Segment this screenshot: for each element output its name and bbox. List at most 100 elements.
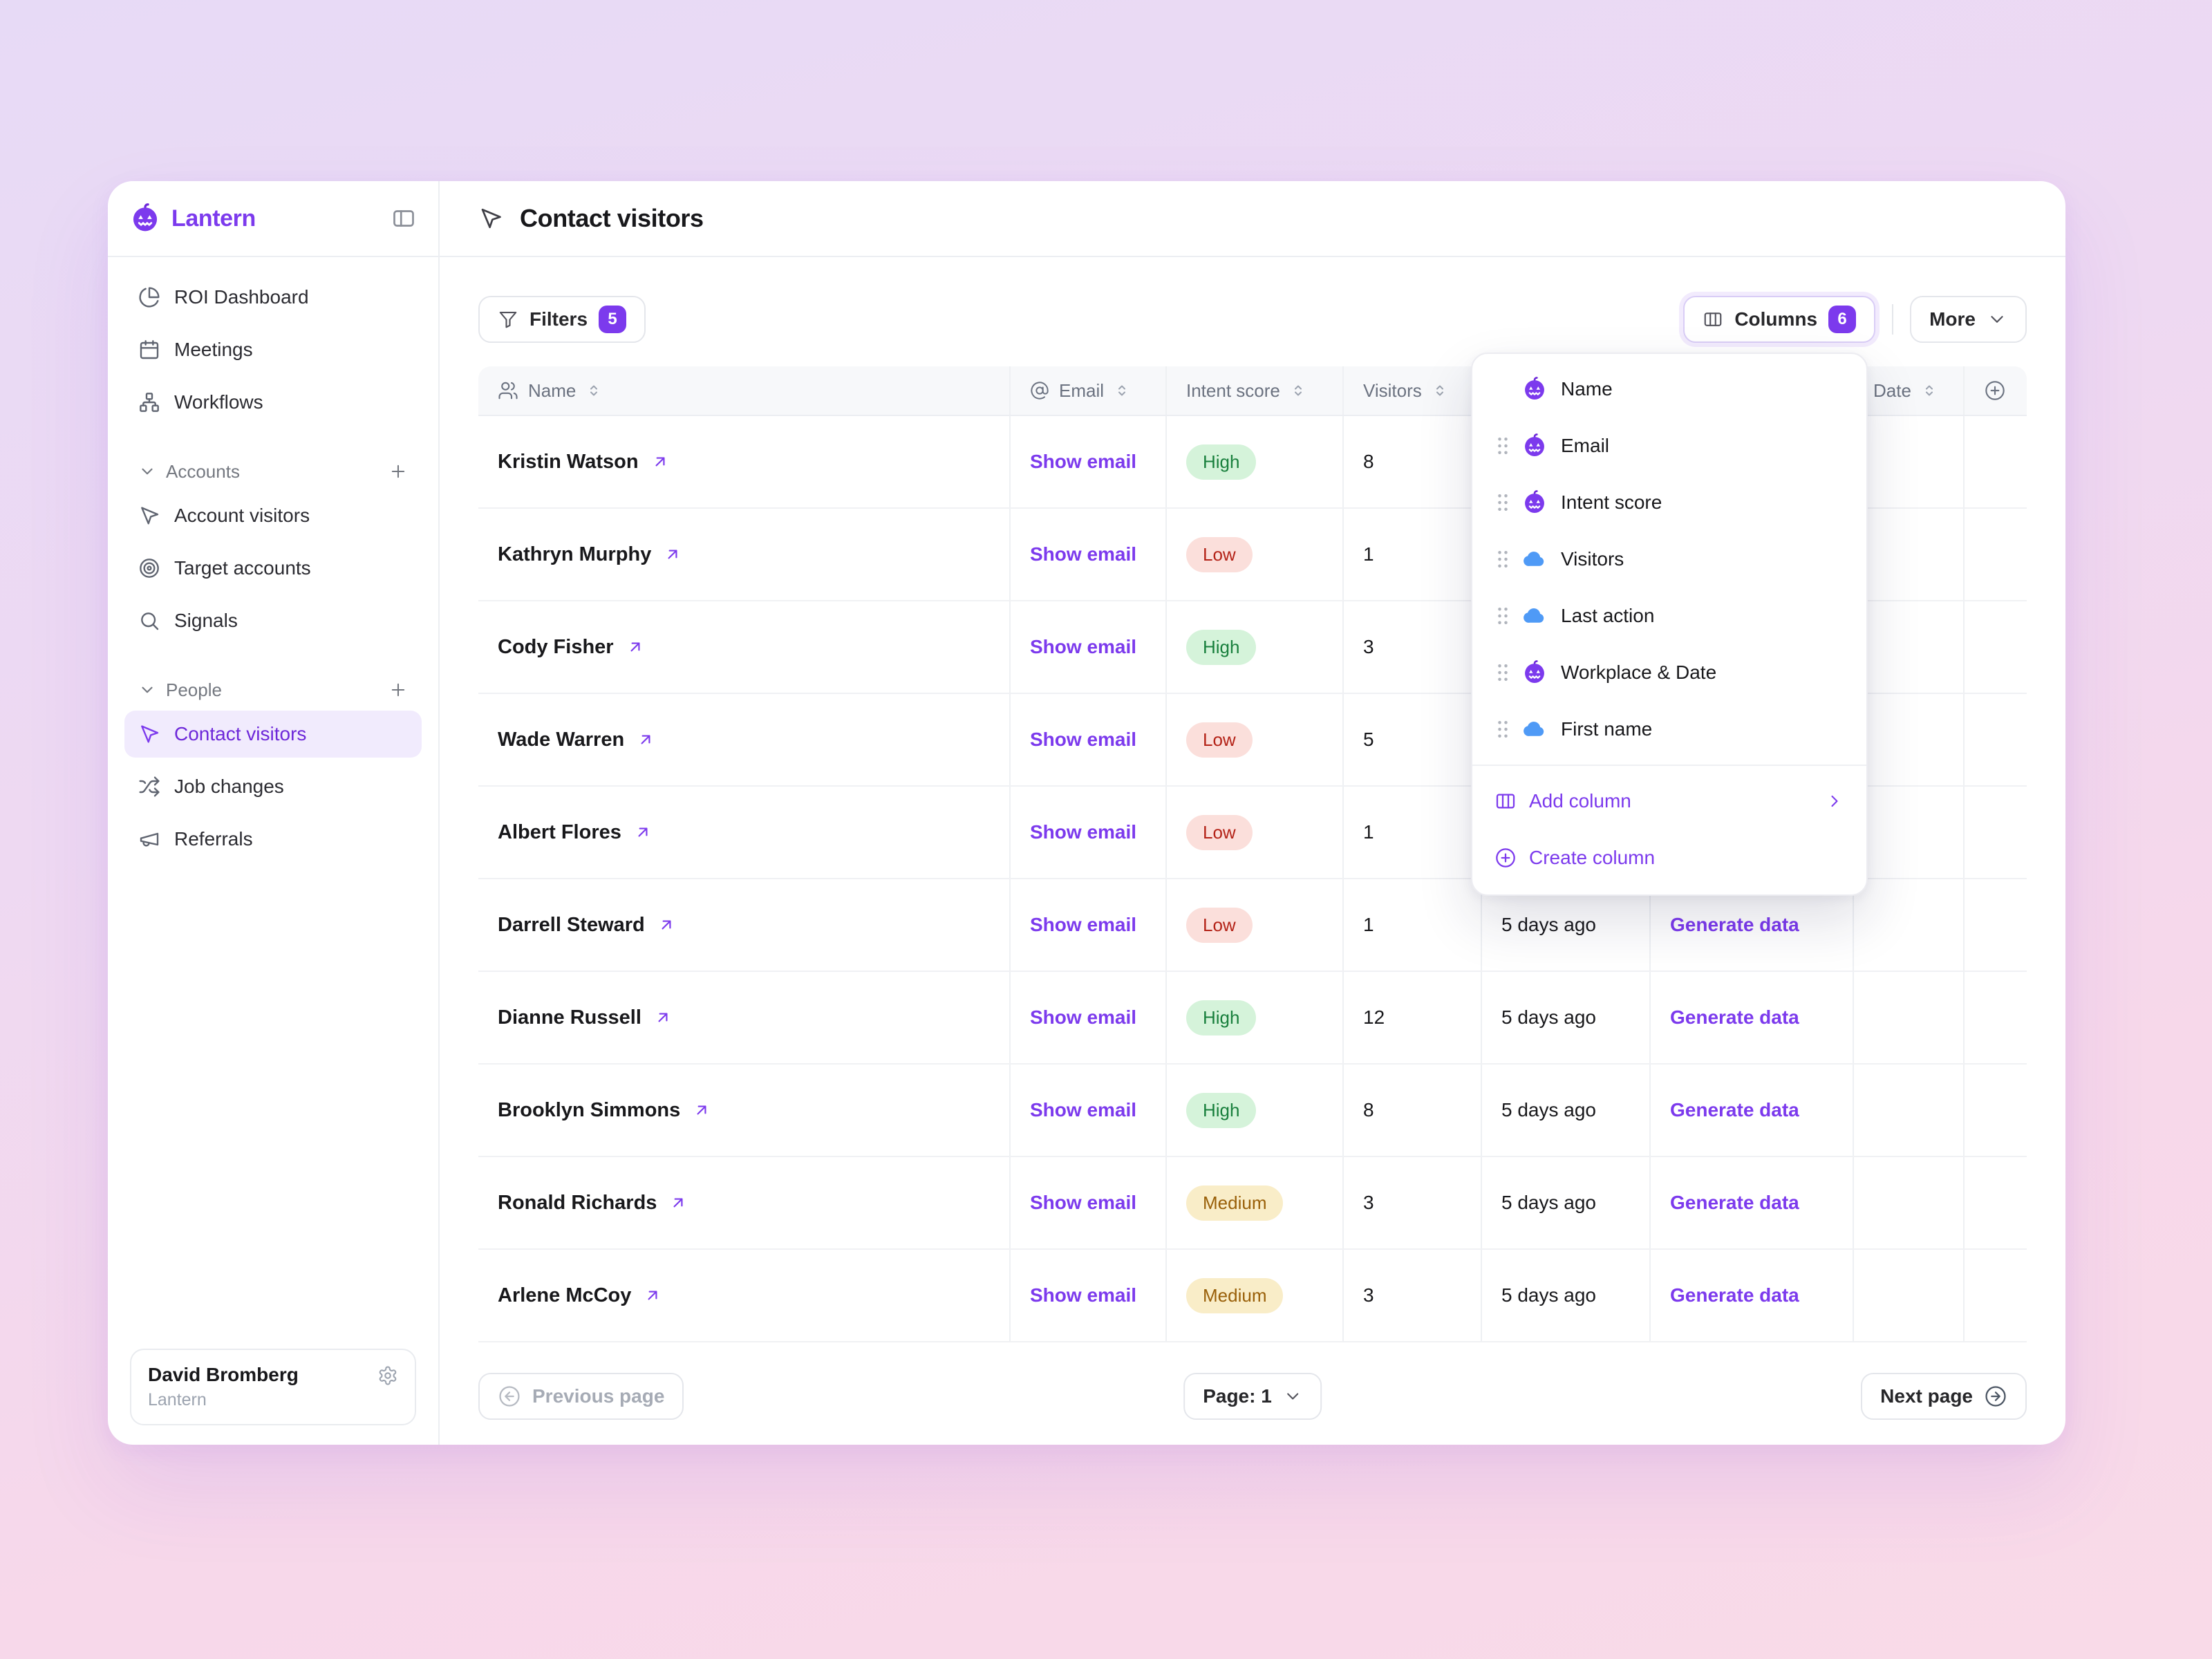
page-selector[interactable]: Page: 1	[1183, 1373, 1322, 1420]
spacer-cell	[1963, 1065, 2025, 1156]
drag-handle-icon[interactable]	[1494, 547, 1511, 572]
name-cell[interactable]: Dianne Russell	[478, 972, 1009, 1063]
add-account-button[interactable]	[388, 462, 408, 481]
filters-button[interactable]: Filters 5	[478, 296, 646, 343]
column-header-name[interactable]: Name	[478, 366, 1009, 415]
open-contact-icon[interactable]	[626, 638, 644, 656]
open-contact-icon[interactable]	[693, 1101, 711, 1119]
show-email-link[interactable]: Show email	[1030, 821, 1137, 843]
user-card[interactable]: David Bromberg Lantern	[130, 1349, 416, 1425]
sidebar-item-meetings[interactable]: Meetings	[124, 326, 422, 373]
table-row: Kathryn Murphy Show email Low 1	[478, 509, 2027, 601]
sidebar-item-label: Referrals	[174, 828, 253, 850]
gear-icon[interactable]	[377, 1365, 398, 1386]
show-email-link[interactable]: Show email	[1030, 1192, 1137, 1213]
generate-data-link[interactable]: Generate data	[1670, 1006, 1799, 1028]
name-cell[interactable]: Cody Fisher	[478, 601, 1009, 693]
open-contact-icon[interactable]	[657, 916, 675, 934]
column-menu-label: Name	[1561, 378, 1613, 400]
sidebar-item-job-changes[interactable]: Job changes	[124, 763, 422, 810]
open-contact-icon[interactable]	[654, 1009, 672, 1027]
show-email-link[interactable]: Show email	[1030, 1284, 1137, 1306]
name-cell[interactable]: Darrell Steward	[478, 879, 1009, 971]
sidebar-section-accounts[interactable]: Accounts	[124, 451, 422, 492]
open-contact-icon[interactable]	[669, 1194, 687, 1212]
show-email-link[interactable]: Show email	[1030, 1006, 1137, 1028]
drag-handle-icon[interactable]	[1494, 717, 1511, 742]
open-contact-icon[interactable]	[651, 453, 669, 471]
open-contact-icon[interactable]	[644, 1286, 662, 1304]
show-email-link[interactable]: Show email	[1030, 729, 1137, 750]
show-email-link[interactable]: Show email	[1030, 636, 1137, 657]
column-header-intent-score[interactable]: Intent score	[1165, 366, 1342, 415]
name-cell[interactable]: Kristin Watson	[478, 416, 1009, 507]
add-people-button[interactable]	[388, 680, 408, 700]
collapse-sidebar-icon[interactable]	[391, 206, 416, 231]
toolbar-right: Columns 6 More	[1683, 296, 2027, 343]
column-menu-item-visitors[interactable]: Visitors	[1472, 531, 1866, 588]
generate-data-link[interactable]: Generate data	[1670, 1284, 1799, 1306]
sidebar-item-target-accounts[interactable]: Target accounts	[124, 545, 422, 592]
sort-icon[interactable]	[1114, 382, 1130, 399]
sidebar-item-roi-dashboard[interactable]: ROI Dashboard	[124, 274, 422, 321]
sidebar-item-contact-visitors[interactable]: Contact visitors	[124, 711, 422, 758]
name-cell[interactable]: Arlene McCoy	[478, 1250, 1009, 1341]
drag-handle-icon[interactable]	[1494, 603, 1511, 628]
spacer-cell	[1963, 1250, 2025, 1341]
generate-data-link[interactable]: Generate data	[1670, 1099, 1799, 1121]
more-button[interactable]: More	[1910, 296, 2027, 343]
column-header-date[interactable]: Date	[1853, 366, 1963, 415]
show-email-link[interactable]: Show email	[1030, 543, 1137, 565]
columns-button[interactable]: Columns 6	[1683, 296, 1876, 343]
sidebar: Lantern ROI Dashboard Meetings Workflows…	[108, 181, 440, 1445]
sidebar-item-referrals[interactable]: Referrals	[124, 816, 422, 863]
sort-icon[interactable]	[1432, 382, 1448, 399]
open-contact-icon[interactable]	[634, 823, 652, 841]
column-header-email[interactable]: Email	[1009, 366, 1165, 415]
sidebar-item-label: Contact visitors	[174, 723, 307, 744]
open-contact-icon[interactable]	[637, 731, 655, 749]
column-header-visitors[interactable]: Visitors	[1342, 366, 1481, 415]
generate-data-link[interactable]: Generate data	[1670, 1192, 1799, 1213]
column-menu-item-first-name[interactable]: First name	[1472, 701, 1866, 758]
drag-handle-icon[interactable]	[1494, 433, 1511, 458]
next-page-button[interactable]: Next page	[1861, 1373, 2027, 1420]
column-menu-item-workplace-date[interactable]: Workplace & Date	[1472, 644, 1866, 701]
intent-cell: Medium	[1165, 1250, 1342, 1341]
column-menu-item-last-action[interactable]: Last action	[1472, 588, 1866, 644]
generate-data-link[interactable]: Generate data	[1670, 914, 1799, 935]
sort-icon[interactable]	[1921, 382, 1938, 399]
chevron-down-icon	[138, 681, 156, 699]
show-email-link[interactable]: Show email	[1030, 914, 1137, 935]
lantern-logo-icon	[130, 203, 160, 234]
sidebar-item-workflows[interactable]: Workflows	[124, 379, 422, 426]
add-column-menu-item[interactable]: Add column	[1472, 773, 1866, 830]
table-row: Ronald Richards Show email Medium 3 5 da…	[478, 1157, 2027, 1250]
email-cell: Show email	[1009, 509, 1165, 600]
sort-icon[interactable]	[585, 382, 602, 399]
sidebar-item-account-visitors[interactable]: Account visitors	[124, 492, 422, 539]
name-cell[interactable]: Ronald Richards	[478, 1157, 1009, 1248]
open-contact-icon[interactable]	[664, 545, 682, 563]
sidebar-section-people[interactable]: People	[124, 669, 422, 711]
show-email-link[interactable]: Show email	[1030, 451, 1137, 472]
contact-name: Albert Flores	[498, 821, 621, 843]
sidebar-item-signals[interactable]: Signals	[124, 597, 422, 644]
column-menu-item-email[interactable]: Email	[1472, 418, 1866, 474]
sort-icon[interactable]	[1290, 382, 1306, 399]
column-menu-item-intent-score[interactable]: Intent score	[1472, 474, 1866, 531]
email-cell: Show email	[1009, 787, 1165, 878]
create-column-menu-item[interactable]: Create column	[1472, 830, 1866, 886]
add-column-header-button[interactable]	[1963, 366, 2025, 415]
intent-cell: High	[1165, 1065, 1342, 1156]
drag-handle-icon[interactable]	[1494, 660, 1511, 685]
show-email-link[interactable]: Show email	[1030, 1099, 1137, 1121]
column-menu-item-name[interactable]: Name	[1472, 361, 1866, 418]
name-cell[interactable]: Wade Warren	[478, 694, 1009, 785]
drag-handle-icon[interactable]	[1494, 490, 1511, 515]
user-company: Lantern	[148, 1390, 207, 1409]
name-cell[interactable]: Kathryn Murphy	[478, 509, 1009, 600]
previous-page-button[interactable]: Previous page	[478, 1373, 684, 1420]
name-cell[interactable]: Brooklyn Simmons	[478, 1065, 1009, 1156]
name-cell[interactable]: Albert Flores	[478, 787, 1009, 878]
